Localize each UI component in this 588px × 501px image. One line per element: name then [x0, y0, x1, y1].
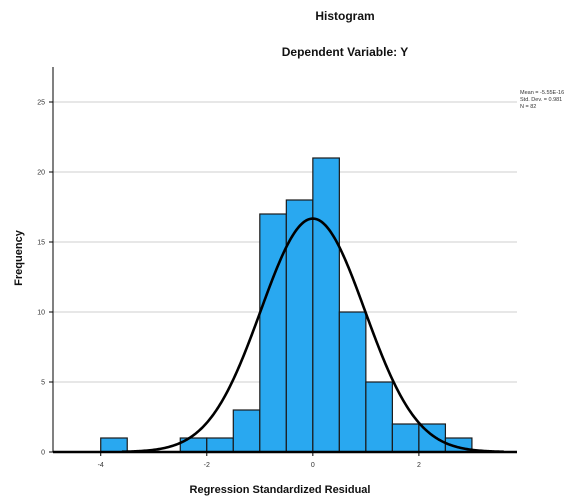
histogram-bar-6 — [312, 157, 340, 453]
chart-subtitle: Dependent Variable: Y — [282, 45, 409, 59]
histogram-bar-4 — [259, 213, 287, 453]
histogram-bar-2 — [206, 437, 234, 453]
y-axis-label: Frequency — [13, 229, 25, 286]
axes — [52, 67, 517, 454]
stat-std-dev: Std. Dev. = 0.981 — [520, 97, 562, 103]
histogram-bars — [100, 157, 473, 453]
y-tick-labels: 0 5 10 15 20 25 — [37, 100, 53, 457]
histogram-bar-9 — [391, 423, 420, 453]
histogram-bar-7 — [338, 311, 367, 453]
chart-title: Histogram — [315, 9, 374, 23]
y-tick-label-25: 25 — [37, 100, 45, 107]
x-tick-label--2: -2 — [204, 462, 210, 469]
histogram-bar-0 — [100, 437, 128, 453]
stat-mean: Mean = -5.55E-16 — [520, 90, 564, 96]
y-tick-label-5: 5 — [41, 380, 45, 387]
x-tick-label--4: -4 — [98, 462, 104, 469]
stats-box: Mean = -5.55E-16 Std. Dev. = 0.981 N = 8… — [520, 90, 564, 110]
histogram-bar-3 — [232, 409, 261, 453]
y-tick-label-15: 15 — [37, 240, 45, 247]
y-tick-label-10: 10 — [37, 310, 45, 317]
x-tick-label-2: 2 — [417, 462, 421, 469]
y-tick-label-0: 0 — [41, 450, 45, 457]
histogram-bar-5 — [285, 199, 314, 453]
x-axis-label: Regression Standardized Residual — [190, 484, 371, 496]
histogram-bar-8 — [365, 381, 393, 453]
x-tick-label-0: 0 — [311, 462, 315, 469]
stat-n: N = 82 — [520, 104, 536, 110]
x-tick-labels: -4 -2 0 2 — [98, 452, 421, 469]
normal-curve — [121, 217, 504, 454]
y-tick-label-20: 20 — [37, 170, 45, 177]
